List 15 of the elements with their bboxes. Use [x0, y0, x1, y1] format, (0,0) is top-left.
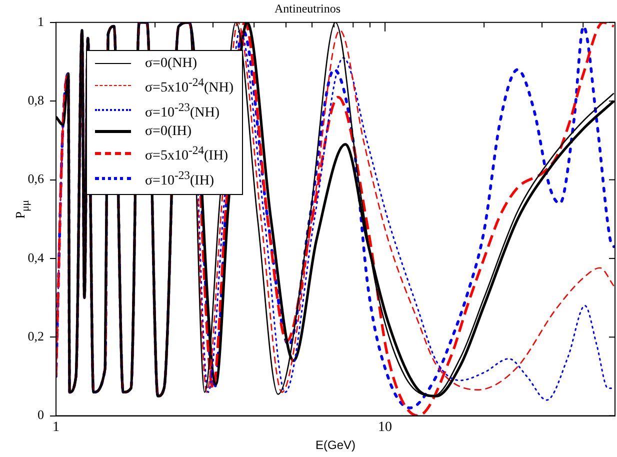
y-tick-label: 0,4 — [28, 250, 44, 265]
y-tick-label: 0,2 — [28, 328, 44, 344]
legend-label: σ=0(NH) — [145, 55, 197, 73]
chart-title: Antineutrinos — [274, 1, 341, 16]
y-tick-label: 0,6 — [28, 171, 44, 186]
y-tick-label: 0,8 — [28, 92, 44, 108]
legend-label: σ=10$^{-23}$(IH) — [145, 168, 214, 191]
x-axis-title: E(GeV) — [315, 438, 356, 452]
legend-label: σ=5x10$^{-24}$(NH) — [145, 75, 234, 98]
legend-label: σ=10$^{-23}$(NH) — [145, 100, 220, 122]
y-tick-label: 1 — [38, 14, 44, 29]
legend-label: σ=0(IH) — [145, 123, 192, 142]
legend-label: σ=5x10$^{-24}$(IH) — [145, 143, 228, 166]
x-tick-label: 10 — [378, 420, 392, 435]
y-tick-label: 0 — [38, 407, 44, 422]
